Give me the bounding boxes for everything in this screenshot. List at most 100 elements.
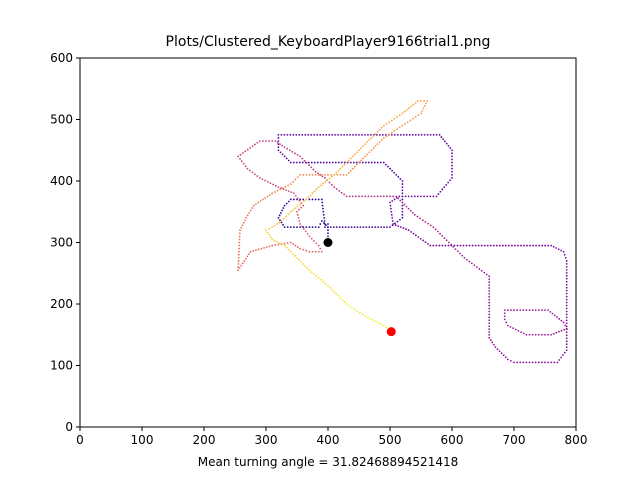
path-point xyxy=(317,250,320,253)
path-point xyxy=(426,133,429,136)
path-point xyxy=(376,195,379,198)
path-point xyxy=(326,226,329,229)
path-point xyxy=(370,133,372,136)
path-point xyxy=(351,195,354,198)
path-point xyxy=(563,253,566,256)
path-point xyxy=(237,253,240,256)
path-point xyxy=(297,217,300,219)
path-point xyxy=(538,244,541,247)
path-point xyxy=(453,244,456,247)
path-point xyxy=(289,183,292,185)
path-point xyxy=(532,244,534,247)
path-point xyxy=(443,186,446,189)
path-point xyxy=(271,226,274,229)
path-point xyxy=(488,334,491,336)
path-point xyxy=(352,133,354,136)
path-point xyxy=(321,175,324,178)
path-point xyxy=(537,333,540,336)
path-point xyxy=(560,356,563,359)
path-point xyxy=(396,133,399,136)
path-point xyxy=(391,169,393,172)
path-point xyxy=(552,245,555,248)
path-point xyxy=(389,226,391,229)
path-point xyxy=(565,301,568,304)
path-point xyxy=(361,133,363,136)
path-point xyxy=(311,226,314,229)
path-point xyxy=(522,361,525,364)
path-point xyxy=(560,249,563,252)
path-point xyxy=(501,244,504,247)
path-point xyxy=(503,309,506,312)
path-point xyxy=(434,228,437,231)
path-point xyxy=(547,361,549,364)
path-point xyxy=(356,226,359,229)
path-point xyxy=(544,244,547,247)
path-point xyxy=(401,210,404,213)
path-point xyxy=(565,316,568,319)
path-point xyxy=(296,205,299,208)
path-point xyxy=(319,161,322,164)
y-tick-label: 0 xyxy=(65,420,73,434)
path-point xyxy=(388,121,391,124)
path-point xyxy=(401,180,404,182)
path-point xyxy=(244,165,247,168)
path-point xyxy=(324,223,326,225)
path-point xyxy=(253,173,256,176)
path-point xyxy=(549,311,552,313)
path-point xyxy=(550,361,553,364)
path-point xyxy=(503,318,506,321)
path-point xyxy=(429,244,432,247)
path-point xyxy=(395,195,398,198)
path-point xyxy=(529,244,531,247)
path-point xyxy=(426,195,429,198)
path-point xyxy=(319,133,322,136)
path-point xyxy=(310,161,313,164)
path-point xyxy=(268,193,271,196)
path-point xyxy=(254,143,256,146)
path-point xyxy=(437,193,440,195)
path-point xyxy=(547,333,549,336)
path-point xyxy=(401,186,404,189)
path-point xyxy=(292,209,294,211)
path-point xyxy=(333,173,336,176)
path-point xyxy=(298,259,300,261)
path-point xyxy=(414,133,417,136)
y-tick-label: 300 xyxy=(50,236,73,250)
path-point xyxy=(432,133,435,136)
path-point xyxy=(293,198,295,201)
path-point xyxy=(398,126,401,129)
path-point xyxy=(565,292,568,295)
path-point xyxy=(320,250,323,253)
path-point xyxy=(279,188,282,191)
path-point xyxy=(308,226,311,229)
path-point xyxy=(410,231,412,233)
path-point xyxy=(341,165,344,168)
path-point xyxy=(488,307,491,310)
path-point xyxy=(451,177,453,179)
path-point xyxy=(317,226,320,229)
path-point xyxy=(562,321,565,324)
path-point xyxy=(302,173,305,176)
path-point xyxy=(296,153,299,156)
path-point xyxy=(255,203,257,205)
path-point xyxy=(382,324,385,327)
path-point xyxy=(351,167,354,170)
path-point xyxy=(565,334,568,337)
path-point xyxy=(281,187,284,189)
path-point xyxy=(237,256,240,259)
path-point xyxy=(327,229,329,232)
path-point xyxy=(565,346,568,349)
path-point xyxy=(296,176,299,179)
path-point xyxy=(438,133,441,136)
path-point xyxy=(313,133,316,136)
x-tick-label: 100 xyxy=(131,433,154,447)
path-point xyxy=(302,228,305,230)
path-point xyxy=(336,173,339,176)
path-point xyxy=(486,244,489,247)
path-point xyxy=(390,210,393,213)
path-point xyxy=(435,244,438,247)
path-point xyxy=(398,195,401,198)
path-point xyxy=(393,171,396,174)
path-point xyxy=(417,236,420,238)
